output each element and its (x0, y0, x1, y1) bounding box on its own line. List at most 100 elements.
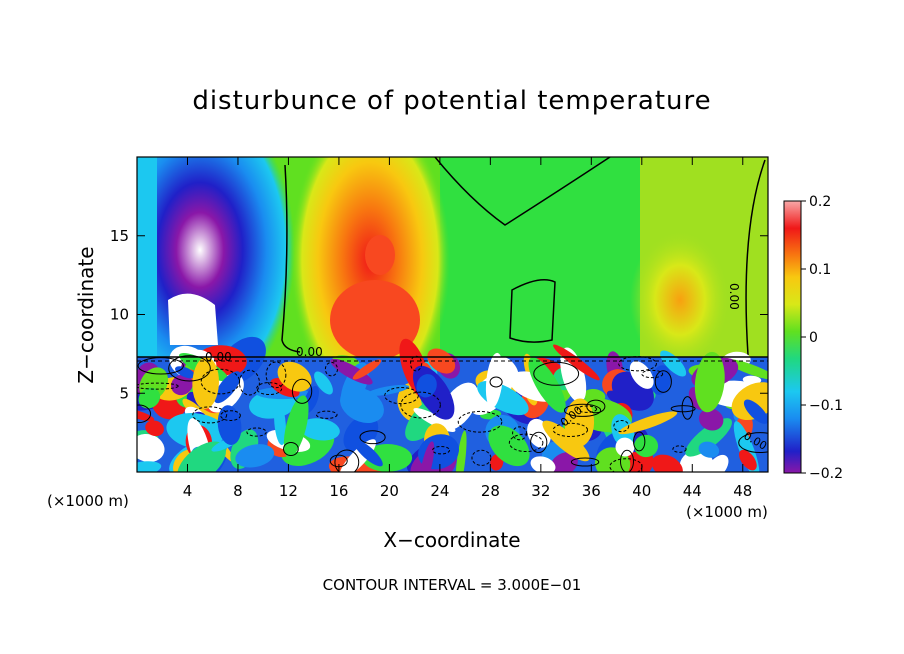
turbulence-blob (698, 441, 720, 458)
turbulence-blob (650, 365, 671, 395)
contour-line (509, 279, 556, 343)
contour-interval-note: CONTOUR INTERVAL = 3.000E−01 (322, 576, 582, 594)
x-tick-label: 8 (233, 482, 243, 500)
turbulence-blob (177, 441, 226, 472)
turbulence-blob (171, 374, 193, 396)
turbulence-blob (685, 418, 732, 457)
contour-label: 0.00 (205, 350, 232, 364)
turbulence-contour (246, 427, 267, 437)
cold-edge (137, 157, 157, 357)
turbulence-contour (137, 404, 152, 424)
x-tick-label: 40 (632, 482, 651, 500)
turbulence-blob (739, 449, 757, 471)
turbulence-contour (384, 387, 419, 405)
turbulence-contour (265, 361, 287, 389)
turbulence-contour (334, 449, 360, 472)
turbulence-blob (731, 382, 768, 421)
turbulence-blob (175, 366, 196, 379)
x-tick-label: 44 (683, 482, 702, 500)
y-tick-label: 15 (110, 227, 129, 245)
field-layer (137, 157, 768, 472)
turbulence-contour (613, 419, 630, 433)
turbulence-blob (416, 374, 437, 398)
warm-core (330, 280, 420, 360)
turbulence-contour (283, 441, 299, 456)
turbulence-contour (489, 376, 503, 388)
turbulence-blob (651, 454, 683, 472)
turbulence-blob (283, 395, 309, 458)
colorbar-tick-label: 0.2 (809, 194, 831, 210)
turbulence-blob (274, 401, 286, 446)
turbulence-contour (681, 396, 694, 420)
contour-line (434, 157, 611, 226)
turbulence-contour (618, 356, 657, 372)
colorbar-tick-label: −0.2 (809, 466, 843, 482)
contour-line (281, 164, 301, 353)
turbulence-blob (553, 344, 600, 381)
turbulence-blob (145, 420, 164, 437)
turbulence-blob (485, 352, 504, 409)
turbulence-blob (352, 359, 382, 380)
x-unit-label: (×1000 m) (686, 503, 768, 521)
turbulence-blob (455, 430, 467, 472)
turbulence-contour (400, 391, 441, 419)
turbulence-blob (419, 441, 435, 472)
turbulence-blob (353, 439, 383, 467)
turbulence-blob (742, 375, 762, 385)
turbulence-contour (324, 361, 338, 377)
turbulence-contour (256, 382, 283, 396)
turbulent-layer (137, 336, 768, 472)
colorbar (783, 200, 802, 474)
turbulence-blob (528, 357, 566, 413)
x-tick-label: 20 (380, 482, 399, 500)
chart-title: disturbunce of potential temperature (192, 86, 712, 116)
turbulence-blob (235, 444, 275, 468)
turbulence-contour (137, 382, 179, 390)
turbulence-blob (564, 398, 595, 447)
turbulence-blob (542, 420, 590, 462)
turbulence-blob (698, 408, 724, 431)
turbulence-contour (512, 426, 528, 441)
x-tick-label: 48 (733, 482, 752, 500)
turbulence-contour (530, 431, 548, 454)
y-tick-label: 5 (119, 384, 129, 402)
turbulence-contour (672, 445, 687, 453)
turbulence-blob (137, 461, 162, 472)
turbulence-contour (586, 399, 606, 414)
turbulence-blob (530, 456, 556, 472)
z-unit-label: (×1000 m) (47, 492, 129, 510)
x-tick-label: 32 (531, 482, 550, 500)
turbulence-contour (633, 431, 646, 452)
turbulence-blob (618, 411, 678, 435)
turbulence-blob (214, 371, 241, 404)
turbulence-blob (277, 361, 312, 392)
turbulence-contour (533, 361, 580, 386)
x-axis-label: X−coordinate (383, 528, 521, 552)
y-axis-ticks: 5 10 15 (110, 227, 768, 402)
contour-label: 0.00 (727, 283, 741, 310)
x-tick-label: 16 (329, 482, 348, 500)
turbulence-contour (457, 410, 503, 433)
x-tick-label: 28 (481, 482, 500, 500)
turbulence-contour (563, 403, 602, 417)
turbulence-blob (299, 418, 340, 441)
turbulence-blob (488, 425, 530, 467)
turbulence-blob (314, 371, 333, 395)
turbulence-contour (570, 457, 600, 467)
turbulence-blob (498, 356, 519, 379)
turbulence-contour (670, 405, 696, 413)
colorbar-tick-label: 0 (809, 330, 818, 346)
yellow-patch (630, 230, 730, 370)
turbulence-contour (641, 369, 664, 379)
turbulence-contour (168, 355, 211, 382)
y-axis-label: Z−coordinate (74, 246, 98, 384)
turbulence-blob (217, 405, 242, 445)
turbulence-contour (220, 410, 241, 421)
turbulence-contour (432, 445, 451, 455)
turbulence-contour (552, 422, 589, 437)
x-tick-label: 36 (582, 482, 601, 500)
turbulence-contour (654, 370, 672, 393)
turbulence-contour (738, 432, 768, 454)
